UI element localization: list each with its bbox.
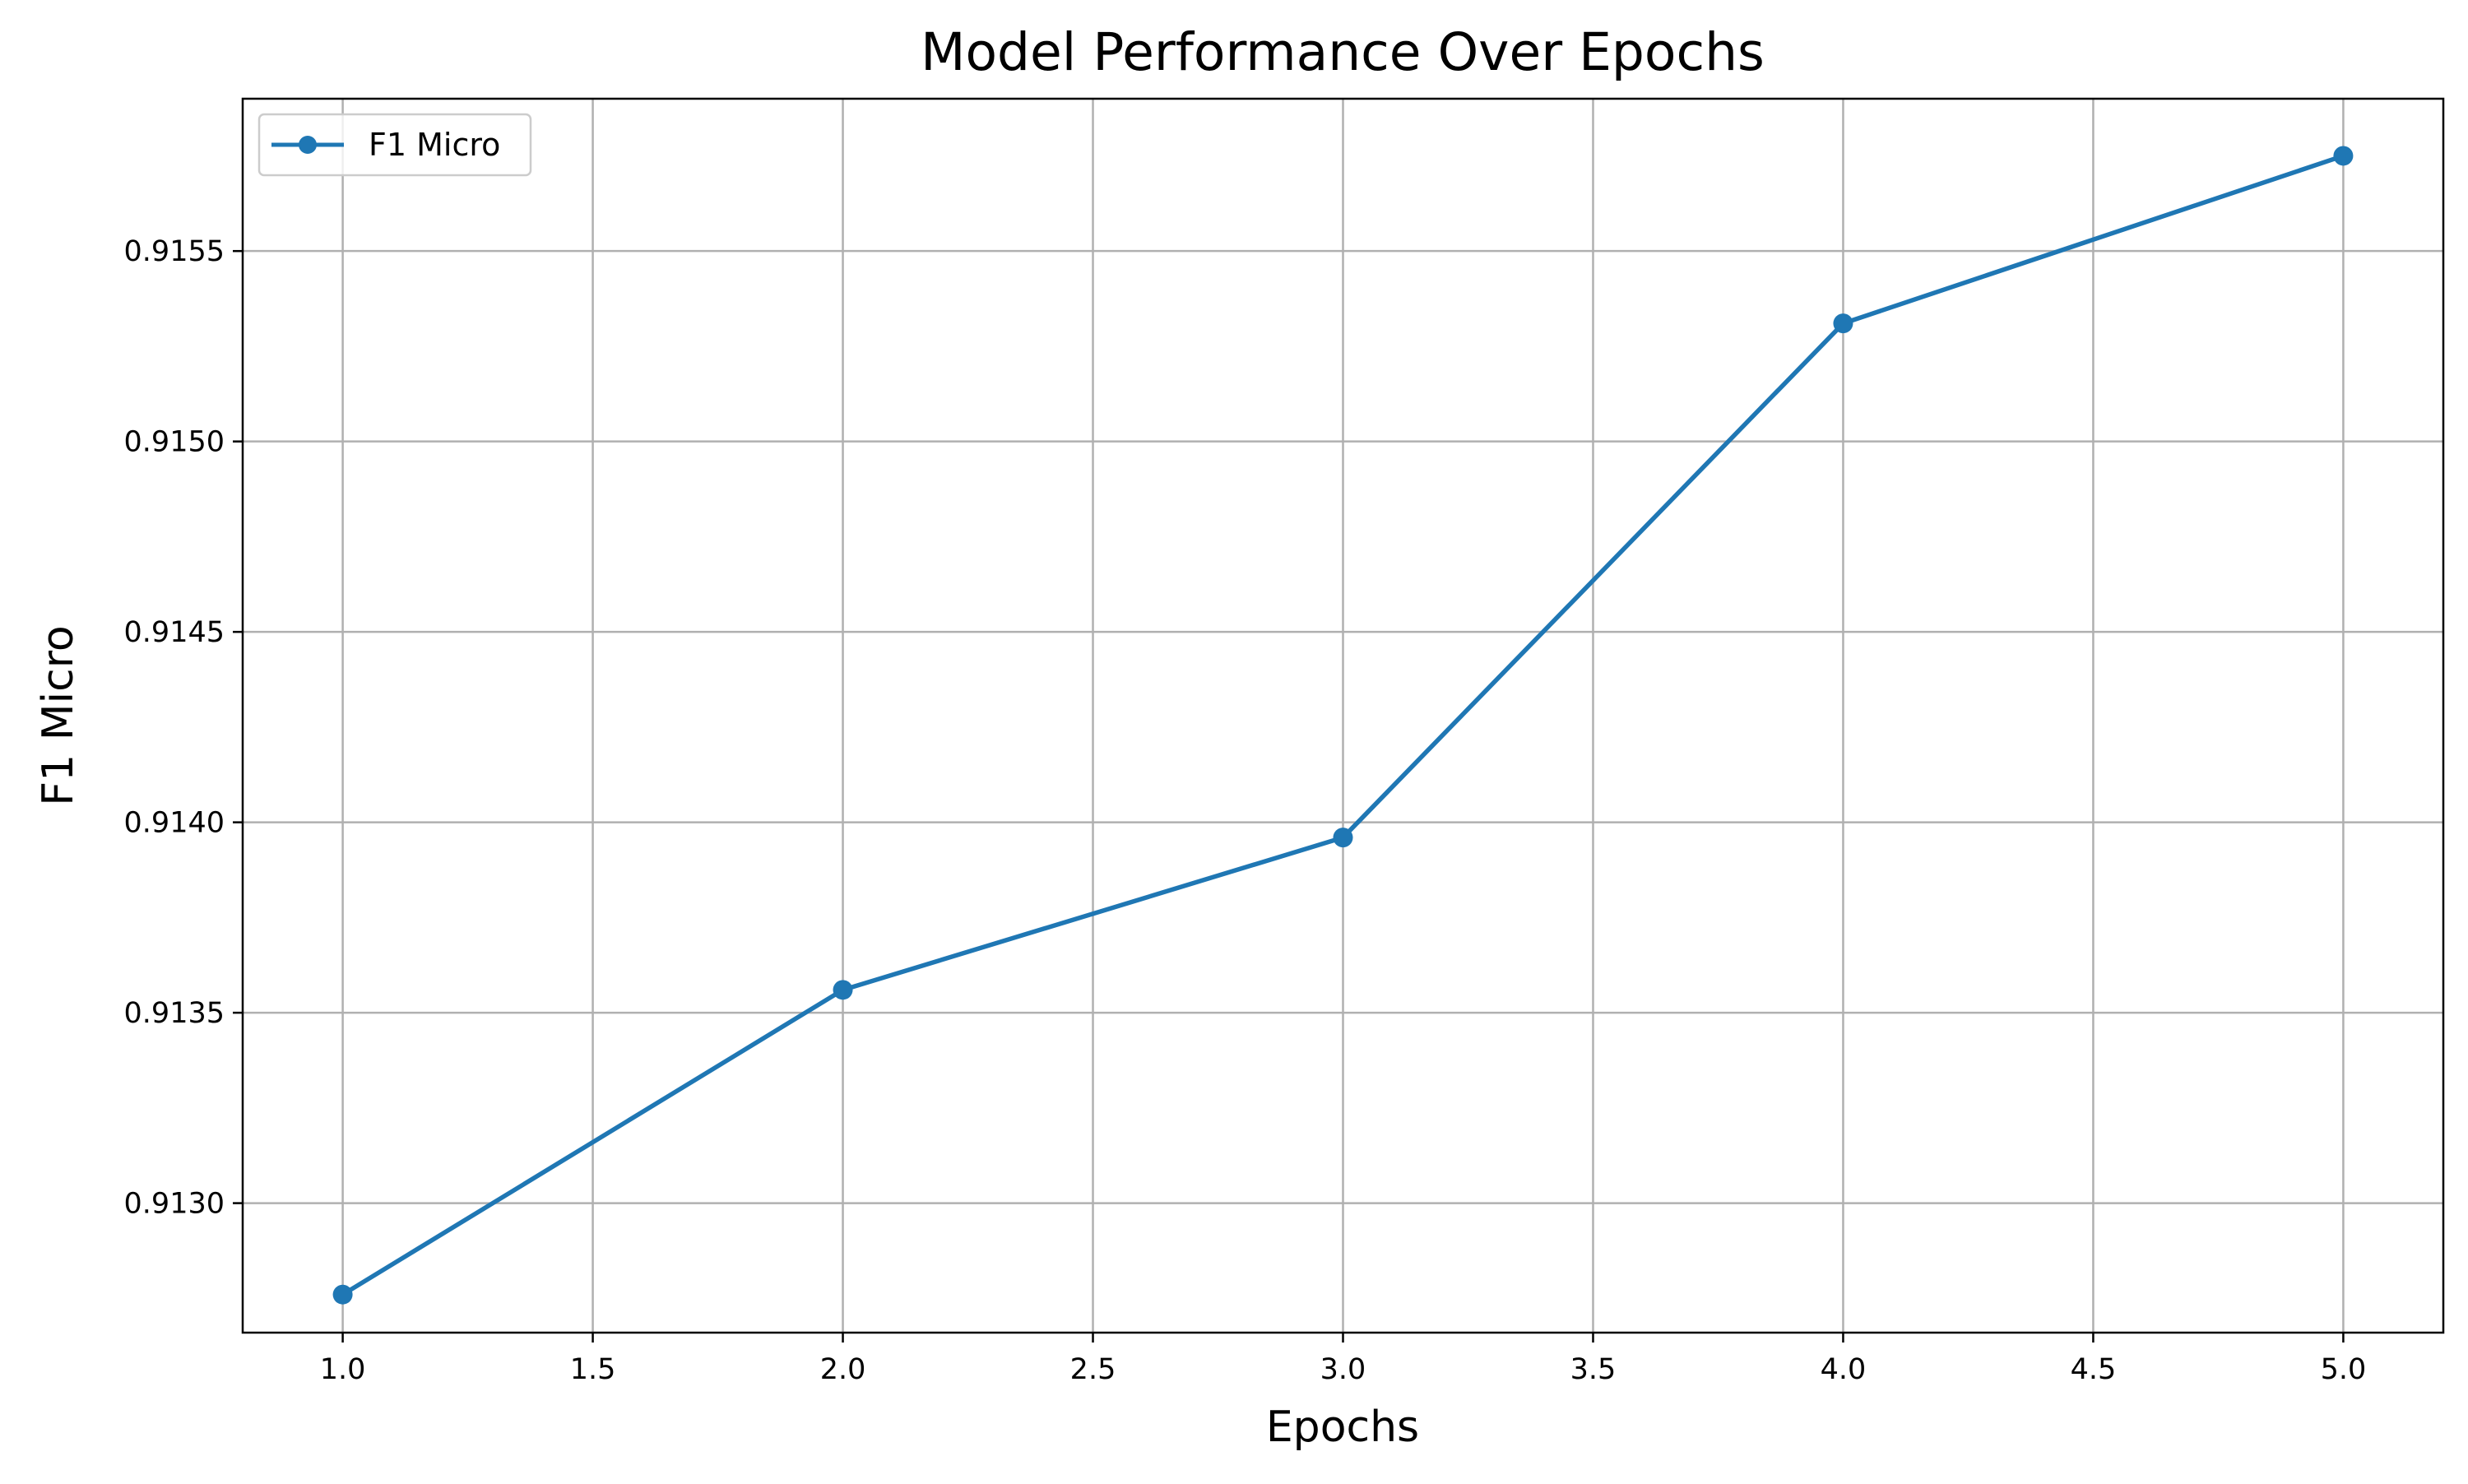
y-axis-label: F1 Micro	[34, 625, 83, 805]
legend: F1 Micro	[257, 113, 532, 177]
data-point	[2333, 146, 2354, 166]
legend-label: F1 Micro	[369, 127, 500, 163]
legend-marker-swatch	[299, 136, 317, 154]
chart-title: Model Performance Over Epochs	[921, 22, 1765, 82]
x-tick-label: 2.0	[820, 1353, 866, 1386]
y-tick-label: 0.9150	[124, 426, 225, 459]
y-tick-label: 0.9130	[124, 1188, 225, 1221]
data-point	[332, 1284, 353, 1305]
y-tick-label: 0.9140	[124, 807, 225, 840]
x-axis-label: Epochs	[1266, 1403, 1419, 1452]
ticks: 1.0 1.5 2.0 2.5 3.0 3.5 4.0 4.5 5.0 0.9130 0.9135 0…	[124, 235, 2367, 1386]
data-point	[1333, 828, 1353, 848]
grid	[243, 99, 2443, 1333]
x-tick-label: 1.0	[320, 1353, 366, 1386]
x-tick-label: 3.5	[1570, 1353, 1617, 1386]
y-tick-label: 0.9135	[124, 997, 225, 1030]
x-tick-label: 2.5	[1070, 1353, 1116, 1386]
x-tick-label: 5.0	[2321, 1353, 2367, 1386]
x-tick-label: 4.5	[2071, 1353, 2117, 1386]
y-tick-label: 0.9145	[124, 616, 225, 649]
legend-box	[257, 113, 532, 177]
x-tick-label: 4.0	[1821, 1353, 1867, 1386]
data-point	[1833, 313, 1853, 334]
y-tick-label: 0.9155	[124, 235, 225, 268]
x-tick-label: 3.0	[1320, 1353, 1366, 1386]
data-point	[833, 980, 853, 1000]
x-tick-label: 1.5	[570, 1353, 616, 1386]
series-layer	[332, 146, 2354, 1305]
